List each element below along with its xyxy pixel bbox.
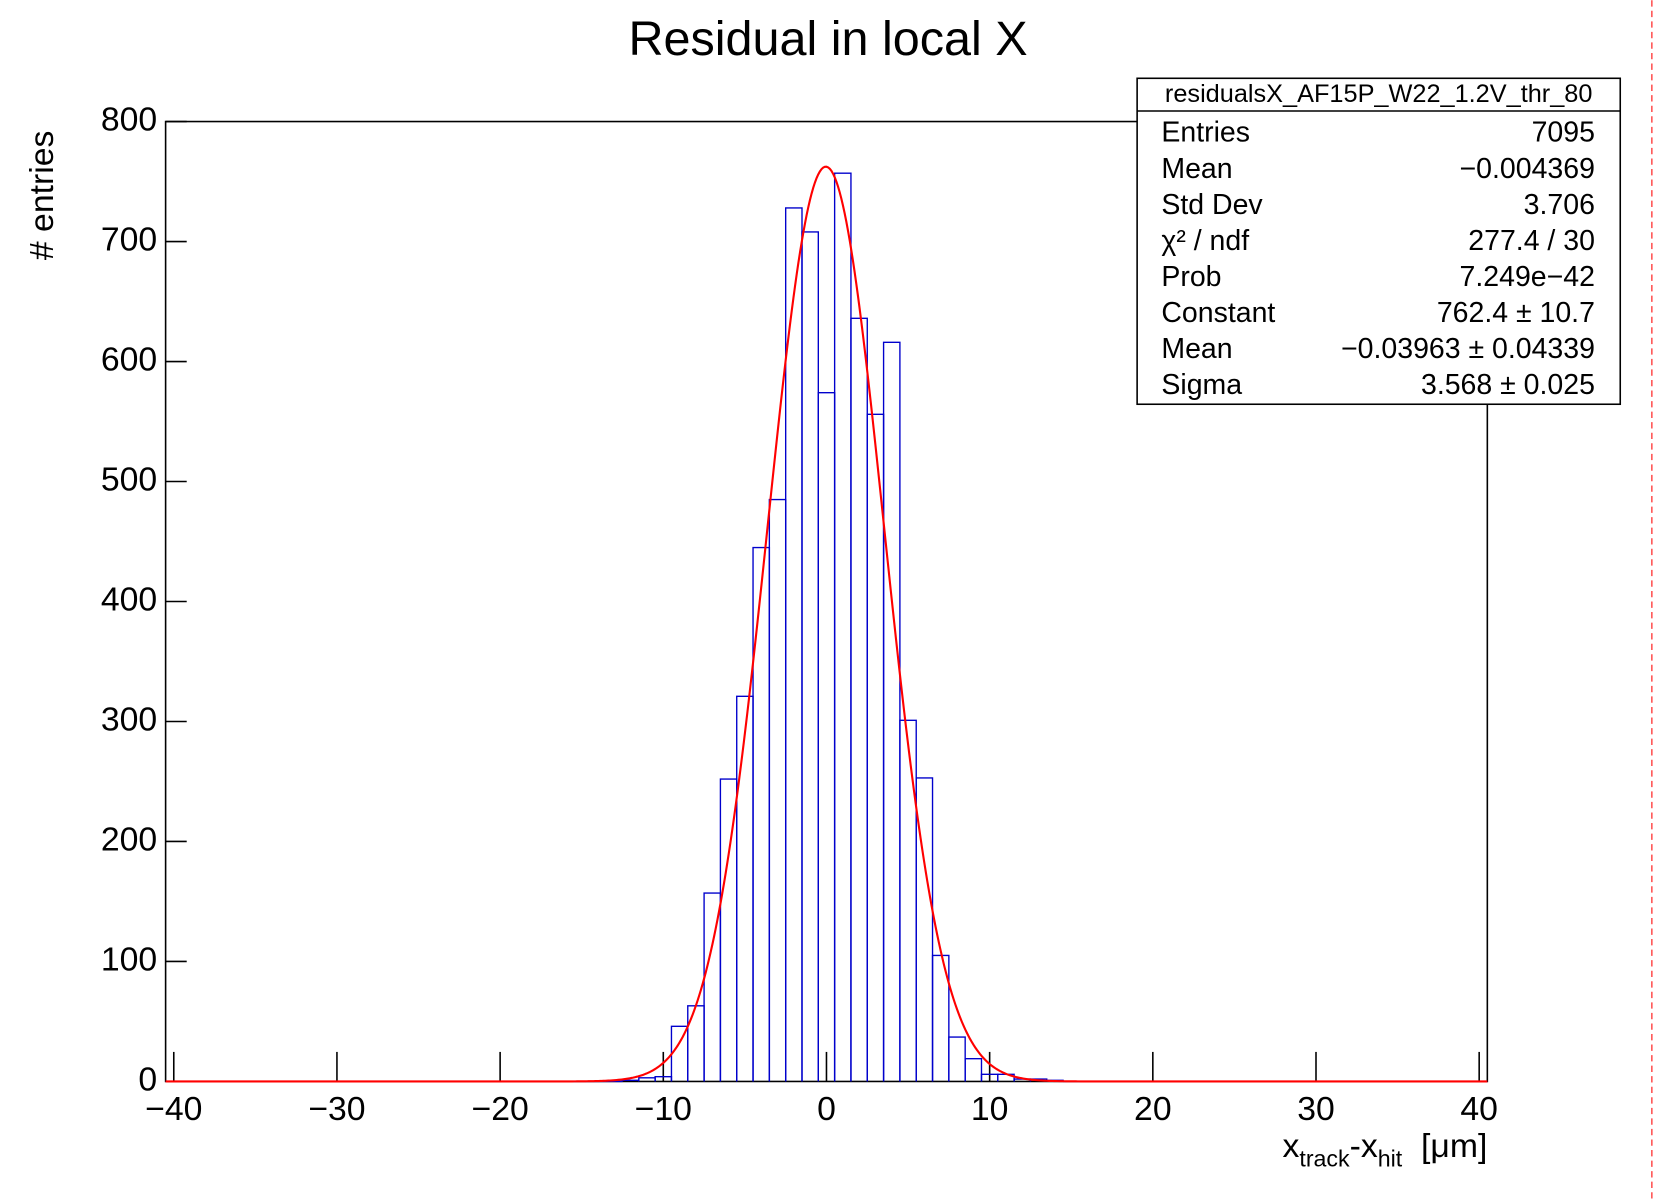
stats-label: Prob xyxy=(1161,261,1221,293)
stats-value: 762.4 ± 10.7 xyxy=(1437,297,1595,329)
stats-value: −0.03963 ± 0.04339 xyxy=(1341,333,1595,365)
stats-box: residualsX_AF15P_W22_1.2V_thr_80 Entries… xyxy=(1136,77,1622,406)
stats-label: Constant xyxy=(1161,297,1275,329)
stats-value: 7095 xyxy=(1532,117,1595,149)
y-axis-label: # entries xyxy=(23,131,61,260)
stats-label: Mean xyxy=(1161,153,1232,185)
y-tick-label: 700 xyxy=(101,220,157,258)
y-tick-label: 200 xyxy=(101,820,157,858)
stats-title: residualsX_AF15P_W22_1.2V_thr_80 xyxy=(1165,80,1593,108)
fit-curve xyxy=(165,165,1488,1083)
x-label-part: -x xyxy=(1350,1127,1378,1165)
x-tick-label: 40 xyxy=(1460,1090,1498,1128)
x-label-sub: track xyxy=(1299,1146,1350,1172)
x-tick-label: −40 xyxy=(145,1090,202,1128)
x-tick-label: 10 xyxy=(971,1090,1009,1128)
stats-value: −0.004369 xyxy=(1460,153,1595,185)
y-tick-label: 400 xyxy=(101,580,157,618)
stats-value: 3.706 xyxy=(1524,189,1595,221)
stats-label: Entries xyxy=(1161,117,1250,149)
histogram-bin xyxy=(882,341,901,1082)
y-tick-label: 100 xyxy=(101,940,157,978)
stats-label: Std Dev xyxy=(1161,189,1263,221)
x-label-part: x xyxy=(1283,1127,1300,1165)
chart-title: Residual in local X xyxy=(628,12,1027,66)
stats-value: 277.4 / 30 xyxy=(1468,225,1595,257)
stats-label: χ² / ndf xyxy=(1161,225,1249,257)
x-tick-label: −20 xyxy=(471,1090,528,1128)
x-axis-label: xtrack-xhit [μm] xyxy=(1283,1127,1488,1172)
stats-value: 3.568 ± 0.025 xyxy=(1421,369,1595,401)
x-tick-label: 30 xyxy=(1297,1090,1335,1128)
y-tick-label: 0 xyxy=(138,1060,157,1098)
y-tick-label: 800 xyxy=(101,100,157,138)
stats-frame xyxy=(1136,77,1622,406)
histogram-bin xyxy=(964,1057,983,1082)
x-label-sub: hit xyxy=(1378,1146,1403,1172)
histogram-bin xyxy=(915,777,934,1082)
x-tick-label: −10 xyxy=(635,1090,692,1128)
x-tick-label: 0 xyxy=(817,1090,836,1128)
y-tick-label: 500 xyxy=(101,460,157,498)
x-label-part: [μm] xyxy=(1402,1127,1487,1165)
stats-label: Mean xyxy=(1161,333,1232,365)
x-tick-label: −30 xyxy=(308,1090,365,1128)
stats-label: Sigma xyxy=(1161,369,1242,401)
x-tick-label: 20 xyxy=(1134,1090,1172,1128)
stats-value: 7.249e−42 xyxy=(1460,261,1595,293)
y-tick-label: 600 xyxy=(101,340,157,378)
y-tick-label: 300 xyxy=(101,700,157,738)
